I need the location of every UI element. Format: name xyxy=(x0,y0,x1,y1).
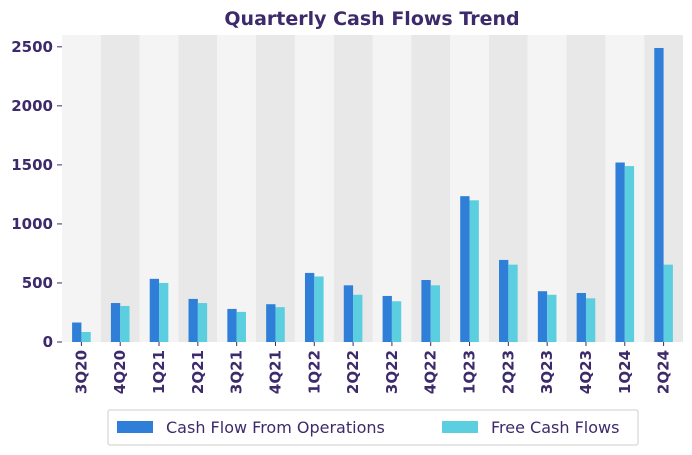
x-tick-label: 2Q23 xyxy=(499,350,517,394)
x-tick-label: 3Q22 xyxy=(383,350,401,394)
y-tick-label: 1000 xyxy=(11,215,53,233)
bar-cfo-1Q24 xyxy=(615,162,625,342)
x-tick-label: 3Q23 xyxy=(538,350,556,394)
y-tick-label: 2000 xyxy=(11,97,53,115)
bar-fcf-4Q22 xyxy=(430,285,441,342)
bar-fcf-4Q21 xyxy=(275,307,285,342)
x-tick-label: 4Q20 xyxy=(111,350,129,394)
bars xyxy=(72,47,673,342)
chart-title: Quarterly Cash Flows Trend xyxy=(224,8,519,30)
bar-fcf-2Q23 xyxy=(508,264,518,342)
bar-fcf-3Q20 xyxy=(81,331,91,342)
x-tick-label: 2Q24 xyxy=(655,350,673,394)
x-tick-label: 4Q21 xyxy=(266,350,284,394)
bar-cfo-3Q22 xyxy=(382,295,392,342)
x-tick-label: 1Q21 xyxy=(150,350,168,394)
bar-cfo-2Q24 xyxy=(654,47,664,342)
x-tick-label: 4Q22 xyxy=(422,350,440,394)
bar-fcf-1Q21 xyxy=(159,282,169,342)
bar-cfo-4Q20 xyxy=(110,303,121,342)
y-tick-label: 0 xyxy=(43,333,53,351)
bar-cfo-1Q21 xyxy=(149,278,160,342)
band-3Q22 xyxy=(372,35,412,342)
bar-fcf-2Q24 xyxy=(663,264,673,342)
legend: Cash Flow From Operations Free Cash Flows xyxy=(107,409,639,446)
bar-cfo-3Q23 xyxy=(537,291,548,342)
band-4Q21 xyxy=(256,35,295,342)
bar-cfo-4Q22 xyxy=(421,280,431,342)
bar-cfo-3Q20 xyxy=(72,322,82,342)
legend-label-fcf: Free Cash Flows xyxy=(491,418,619,437)
bar-fcf-2Q21 xyxy=(197,303,208,342)
legend-label-cfo: Cash Flow From Operations xyxy=(166,418,385,437)
legend-swatch-fcf xyxy=(442,421,478,433)
bar-cfo-2Q23 xyxy=(499,259,509,342)
band-3Q21 xyxy=(217,35,257,342)
bar-fcf-3Q21 xyxy=(236,311,246,342)
bar-fcf-4Q20 xyxy=(120,305,130,342)
y-tick-label: 500 xyxy=(22,274,53,292)
y-tick-label: 2500 xyxy=(11,38,53,56)
bar-fcf-1Q24 xyxy=(624,166,635,342)
band-4Q23 xyxy=(566,35,606,342)
bar-fcf-2Q22 xyxy=(353,294,363,342)
bar-cfo-4Q21 xyxy=(266,304,276,342)
y-tick-label: 1500 xyxy=(11,156,53,174)
band-3Q20 xyxy=(62,35,101,342)
bar-fcf-1Q23 xyxy=(469,200,479,342)
x-tick-label: 1Q23 xyxy=(461,350,479,394)
x-tick-label: 1Q22 xyxy=(305,350,323,394)
bar-cfo-1Q23 xyxy=(460,196,470,342)
x-tick-label: 3Q20 xyxy=(72,350,90,394)
bar-cfo-1Q22 xyxy=(304,272,315,342)
x-tick-label: 1Q24 xyxy=(616,350,634,394)
x-tick-label: 4Q23 xyxy=(577,350,595,394)
legend-box xyxy=(107,409,639,446)
bar-fcf-4Q23 xyxy=(585,298,596,342)
legend-swatch-cfo xyxy=(117,421,153,433)
bar-fcf-3Q23 xyxy=(547,294,557,342)
y-axis: 0 500 1000 1500 2000 2500 xyxy=(11,38,62,351)
bar-cfo-4Q23 xyxy=(576,292,586,342)
band-4Q20 xyxy=(100,35,140,342)
x-tick-label: 3Q21 xyxy=(228,350,246,394)
bar-cfo-3Q21 xyxy=(227,308,237,342)
bar-cfo-2Q22 xyxy=(343,285,354,342)
band-2Q21 xyxy=(178,35,218,342)
bar-fcf-3Q22 xyxy=(391,301,402,342)
x-tick-label: 2Q22 xyxy=(344,350,362,394)
bar-cfo-2Q21 xyxy=(188,298,198,342)
x-axis: 3Q20 4Q20 1Q21 2Q21 3Q21 4Q21 1Q22 2Q22 3Q22 4Q22… xyxy=(72,342,673,394)
band-3Q23 xyxy=(527,35,567,342)
x-tick-label: 2Q21 xyxy=(189,350,207,394)
bar-fcf-1Q22 xyxy=(314,276,324,342)
